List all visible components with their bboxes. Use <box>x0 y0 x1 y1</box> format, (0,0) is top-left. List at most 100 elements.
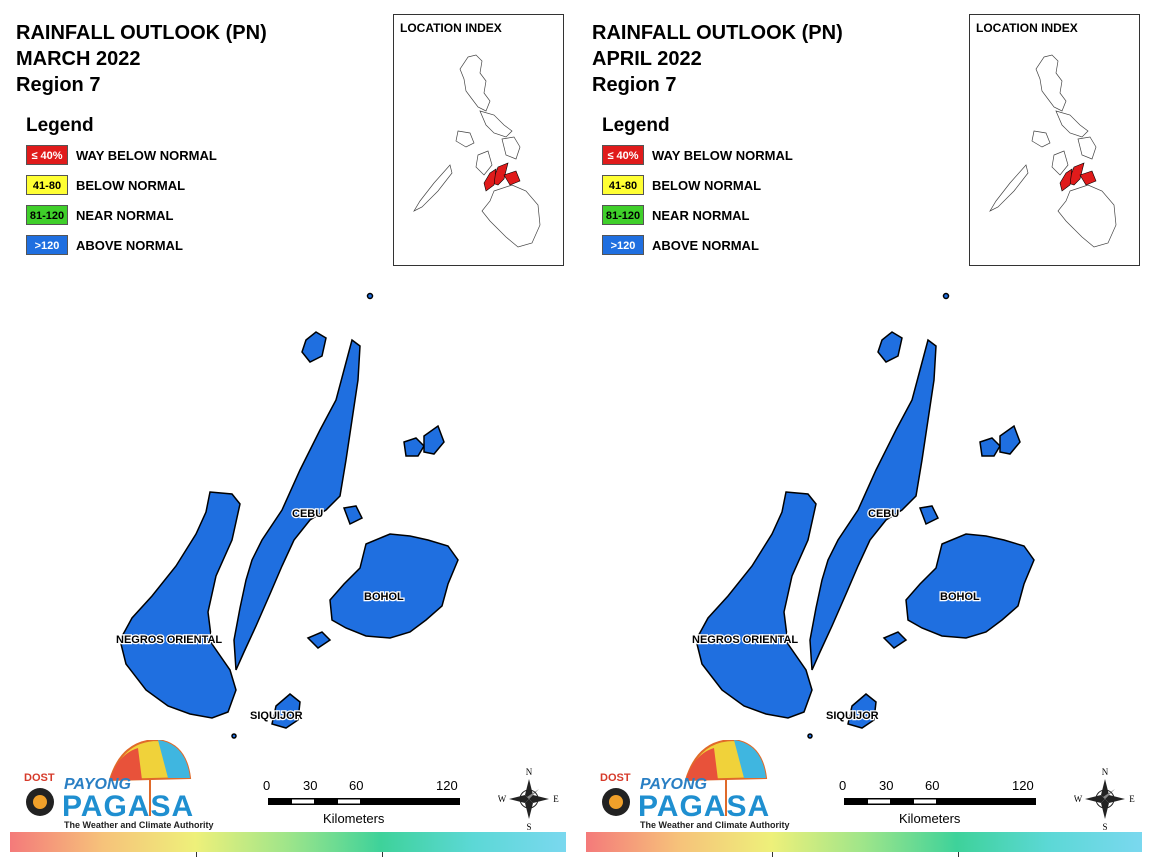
bicol-shape <box>1055 110 1089 138</box>
legend-row: >120 ABOVE NORMAL <box>26 235 183 265</box>
dost-text: DOST <box>600 772 631 784</box>
outlook-panel-march: RAINFALL OUTLOOK (PN) MARCH 2022 Region … <box>10 14 566 857</box>
legend-title: Legend <box>602 115 670 136</box>
compass-e: E <box>553 794 559 804</box>
province-bohol <box>905 533 1035 639</box>
label-bohol: BOHOL <box>364 591 404 603</box>
umbrella-icon <box>602 740 768 816</box>
legend-row: ≤ 40% WAY BELOW NORMAL <box>26 145 217 175</box>
island-camotes-east <box>999 424 1021 455</box>
legend-label-near: NEAR NORMAL <box>652 208 750 223</box>
gradient-tick <box>772 852 773 857</box>
palawan-shape <box>989 164 1029 212</box>
gradient-tick <box>958 852 959 857</box>
luzon-shape <box>1035 54 1067 112</box>
label-siquijor: SIQUIJOR <box>826 710 879 722</box>
compass-n: N <box>526 767 533 777</box>
label-cebu: CEBU <box>292 508 323 520</box>
compass-e: E <box>1129 794 1135 804</box>
gradient-tick <box>382 852 383 857</box>
panay-shape <box>1051 150 1069 176</box>
legend-label-way-below: WAY BELOW NORMAL <box>652 148 793 163</box>
north-arrow: N S E W <box>1074 766 1136 832</box>
legend-swatch-above: >120 <box>602 235 644 255</box>
region7-map: CEBU BOHOL NEGROS ORIENTAL SIQUIJOR <box>691 292 1035 739</box>
legend-swatch-near: 81-120 <box>26 205 68 225</box>
legend-swatch-way-below: ≤ 40% <box>26 145 68 165</box>
philippines-inset-map <box>413 54 541 248</box>
legend-label-above: ABOVE NORMAL <box>652 238 759 253</box>
map-period: APRIL 2022 <box>592 48 702 70</box>
scale-tick-30: 30 <box>303 778 318 793</box>
logo-tagline: The Weather and Climate Authority <box>64 820 214 830</box>
scale-units: Kilometers <box>323 811 385 826</box>
legend: Legend ≤ 40% WAY BELOW NORMAL 41-80 BELO… <box>26 115 217 265</box>
mindoro-shape <box>1031 130 1051 148</box>
province-cebu <box>233 338 361 671</box>
scale-tick-0: 0 <box>263 778 271 793</box>
legend-label-way-below: WAY BELOW NORMAL <box>76 148 217 163</box>
islet-north <box>942 292 950 300</box>
title-block: RAINFALL OUTLOOK (PN) APRIL 2022 Region … <box>592 20 843 98</box>
compass-icon: N S E W <box>498 767 560 832</box>
province-cebu <box>809 338 937 671</box>
map-title: RAINFALL OUTLOOK (PN) <box>16 22 267 44</box>
umbrella-icon <box>26 740 192 816</box>
label-siquijor: SIQUIJOR <box>250 710 303 722</box>
island-mactan <box>342 505 364 526</box>
compass-icon: N S E W <box>1074 767 1136 832</box>
pagasa-text: PAGASA <box>62 790 195 823</box>
scale-bar: 0 30 60 120 Kilometers <box>834 778 1044 828</box>
island-mactan <box>918 505 940 526</box>
compass-w: W <box>1074 794 1083 804</box>
label-cebu: CEBU <box>868 508 899 520</box>
region7-inset-negros <box>1059 168 1073 192</box>
legend-label-above: ABOVE NORMAL <box>76 238 183 253</box>
legend-row: 81-120 NEAR NORMAL <box>602 205 750 235</box>
compass-s: S <box>1102 822 1107 832</box>
province-siquijor <box>271 693 301 729</box>
map-title: RAINFALL OUTLOOK (PN) <box>592 22 843 44</box>
logo-tagline: The Weather and Climate Authority <box>640 820 790 830</box>
legend-swatch-below: 41-80 <box>26 175 68 195</box>
scale-bar-graphic <box>844 798 1036 805</box>
scale-tick-60: 60 <box>925 778 940 793</box>
legend-label-below: BELOW NORMAL <box>652 178 762 193</box>
islet-south <box>807 733 813 739</box>
compass-s: S <box>526 822 531 832</box>
province-negros-oriental <box>695 491 817 719</box>
region7-inset-bohol <box>1079 170 1097 186</box>
compass-n: N <box>1102 767 1109 777</box>
legend-swatch-above: >120 <box>26 235 68 255</box>
legend-row: 81-120 NEAR NORMAL <box>26 205 174 235</box>
payong-text: PAYONG <box>64 776 131 793</box>
scale-bar: 0 30 60 120 Kilometers <box>258 778 468 828</box>
island-camotes-west <box>979 437 1001 457</box>
legend-label-near: NEAR NORMAL <box>76 208 174 223</box>
palawan-shape <box>413 164 453 212</box>
legend-row: ≤ 40% WAY BELOW NORMAL <box>602 145 793 175</box>
legend: Legend ≤ 40% WAY BELOW NORMAL 41-80 BELO… <box>602 115 793 265</box>
scale-bar-graphic <box>268 798 460 805</box>
title-block: RAINFALL OUTLOOK (PN) MARCH 2022 Region … <box>16 20 267 98</box>
region7-inset-bohol <box>503 170 521 186</box>
scale-tick-0: 0 <box>839 778 847 793</box>
province-negros-oriental <box>119 491 241 719</box>
scale-tick-30: 30 <box>879 778 894 793</box>
pagasa-text: PAGASA <box>638 790 771 823</box>
north-arrow: N S E W <box>498 766 560 832</box>
region7-highlight <box>483 162 521 192</box>
footer-gradient-bar <box>586 832 1142 852</box>
samar-shape <box>501 136 521 160</box>
legend-row: 41-80 BELOW NORMAL <box>26 175 185 205</box>
payong-pagasa-logo: DOST PAYONG PAGASA The Weather and Clima… <box>594 740 790 832</box>
legend-row: >120 ABOVE NORMAL <box>602 235 759 265</box>
location-index-title: LOCATION INDEX <box>400 21 502 35</box>
province-bohol <box>329 533 459 639</box>
map-region: Region 7 <box>16 74 101 96</box>
panay-shape <box>475 150 493 176</box>
legend-row: 41-80 BELOW NORMAL <box>602 175 761 205</box>
dost-text: DOST <box>24 772 55 784</box>
mindanao-shape <box>481 184 541 248</box>
label-negros-oriental: NEGROS ORIENTAL <box>692 634 798 646</box>
